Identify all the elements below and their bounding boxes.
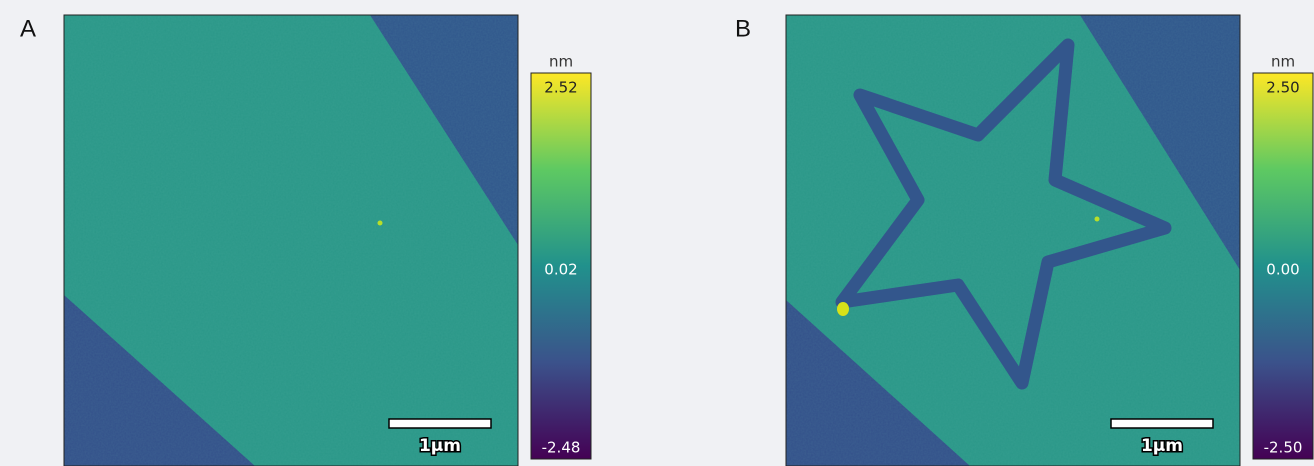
colorbar-unit: nm <box>549 53 573 71</box>
panel-label: A <box>20 15 36 42</box>
colorbar-mid: 0.02 <box>544 261 577 279</box>
colorbar-max: 2.52 <box>544 79 577 97</box>
colorbar-mid: 0.00 <box>1266 261 1299 279</box>
colorbar-min: -2.50 <box>1264 439 1303 457</box>
afm-image: 1μm <box>64 15 518 466</box>
panel-label: B <box>735 15 751 42</box>
colorbar-min: -2.48 <box>542 439 581 457</box>
colorbar-unit: nm <box>1271 53 1295 71</box>
afm-image: 1μm <box>786 15 1240 466</box>
scale-bar-label: 1μm <box>1141 436 1183 456</box>
colorbar-max: 2.50 <box>1266 79 1299 97</box>
scale-bar-label: 1μm <box>419 436 461 456</box>
figure: A 1μm nm 2.52 0.02 -2.48 B 1μm nm 2.50 0… <box>0 0 1314 466</box>
